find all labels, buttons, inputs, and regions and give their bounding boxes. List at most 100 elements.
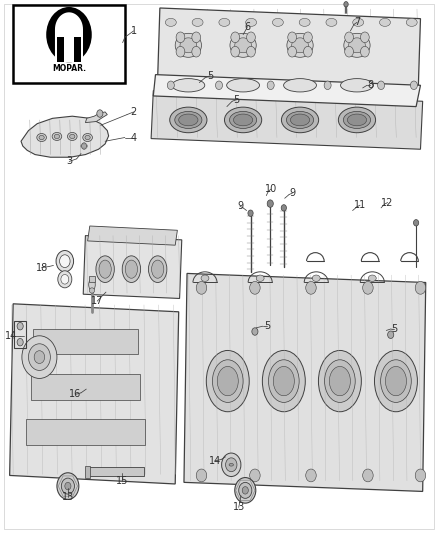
Ellipse shape <box>329 367 350 395</box>
Bar <box>31 374 140 400</box>
Ellipse shape <box>268 360 299 402</box>
Circle shape <box>410 81 417 90</box>
Circle shape <box>250 469 260 482</box>
Ellipse shape <box>284 78 316 92</box>
Circle shape <box>345 32 353 43</box>
Circle shape <box>61 478 74 494</box>
Ellipse shape <box>230 33 256 58</box>
Polygon shape <box>158 8 420 88</box>
Circle shape <box>415 281 426 294</box>
Circle shape <box>34 351 45 364</box>
Ellipse shape <box>347 114 367 126</box>
Ellipse shape <box>286 111 314 128</box>
Text: 9: 9 <box>237 201 243 211</box>
Circle shape <box>288 32 297 43</box>
Circle shape <box>215 81 223 90</box>
Circle shape <box>247 46 255 57</box>
Polygon shape <box>21 116 109 157</box>
Circle shape <box>304 46 312 57</box>
Ellipse shape <box>152 260 164 278</box>
Circle shape <box>81 143 87 149</box>
Circle shape <box>363 281 373 294</box>
Text: 5: 5 <box>264 321 270 331</box>
Circle shape <box>17 338 23 346</box>
Ellipse shape <box>67 132 77 141</box>
Circle shape <box>378 81 385 90</box>
Ellipse shape <box>287 33 313 58</box>
Ellipse shape <box>312 275 320 281</box>
Circle shape <box>235 478 256 503</box>
Text: 4: 4 <box>131 133 137 142</box>
Circle shape <box>226 458 237 472</box>
Bar <box>33 329 138 354</box>
Circle shape <box>56 251 74 272</box>
Polygon shape <box>85 112 107 123</box>
Bar <box>74 37 81 62</box>
Ellipse shape <box>122 256 141 282</box>
Polygon shape <box>184 273 426 491</box>
Circle shape <box>363 469 373 482</box>
Ellipse shape <box>54 134 60 139</box>
Circle shape <box>267 81 274 90</box>
Circle shape <box>58 271 72 288</box>
Circle shape <box>306 281 316 294</box>
Text: 11: 11 <box>354 200 366 210</box>
Text: 17: 17 <box>91 296 103 306</box>
Ellipse shape <box>262 351 305 411</box>
Ellipse shape <box>85 135 90 140</box>
Text: 16: 16 <box>69 390 81 399</box>
Circle shape <box>415 469 426 482</box>
Ellipse shape <box>166 19 176 27</box>
Circle shape <box>192 46 201 57</box>
Circle shape <box>242 487 248 494</box>
Polygon shape <box>151 91 423 149</box>
Ellipse shape <box>180 38 197 53</box>
Polygon shape <box>55 12 83 62</box>
Ellipse shape <box>230 111 257 128</box>
Ellipse shape <box>99 260 111 278</box>
Text: 6: 6 <box>244 22 251 31</box>
Text: 14: 14 <box>208 456 221 466</box>
Circle shape <box>288 46 297 57</box>
Ellipse shape <box>148 256 167 282</box>
Ellipse shape <box>201 275 209 281</box>
Ellipse shape <box>344 33 370 58</box>
Circle shape <box>167 81 174 90</box>
Circle shape <box>281 205 286 211</box>
Ellipse shape <box>179 114 198 126</box>
Ellipse shape <box>273 367 294 395</box>
Ellipse shape <box>219 19 230 27</box>
Ellipse shape <box>225 107 262 133</box>
Ellipse shape <box>96 256 114 282</box>
Polygon shape <box>10 304 179 484</box>
Circle shape <box>231 32 240 43</box>
Ellipse shape <box>374 351 417 411</box>
Circle shape <box>192 32 201 43</box>
Circle shape <box>250 281 260 294</box>
Ellipse shape <box>37 134 46 142</box>
Text: 8: 8 <box>367 80 373 90</box>
Circle shape <box>65 482 71 490</box>
Ellipse shape <box>406 19 417 27</box>
Circle shape <box>267 200 273 207</box>
Circle shape <box>46 7 92 62</box>
Ellipse shape <box>83 134 92 142</box>
Ellipse shape <box>235 38 251 53</box>
Ellipse shape <box>175 111 202 128</box>
Text: 15: 15 <box>116 477 128 486</box>
Circle shape <box>196 281 207 294</box>
Bar <box>13 5 125 83</box>
Bar <box>26 419 145 445</box>
Circle shape <box>344 2 348 7</box>
Text: 3: 3 <box>66 157 72 166</box>
Ellipse shape <box>212 360 243 402</box>
Circle shape <box>413 220 419 226</box>
Ellipse shape <box>89 288 95 293</box>
Circle shape <box>222 453 241 477</box>
Polygon shape <box>88 226 177 245</box>
Circle shape <box>176 32 185 43</box>
Ellipse shape <box>39 135 44 140</box>
Bar <box>89 276 95 282</box>
Text: 1: 1 <box>131 26 137 36</box>
Circle shape <box>196 469 207 482</box>
